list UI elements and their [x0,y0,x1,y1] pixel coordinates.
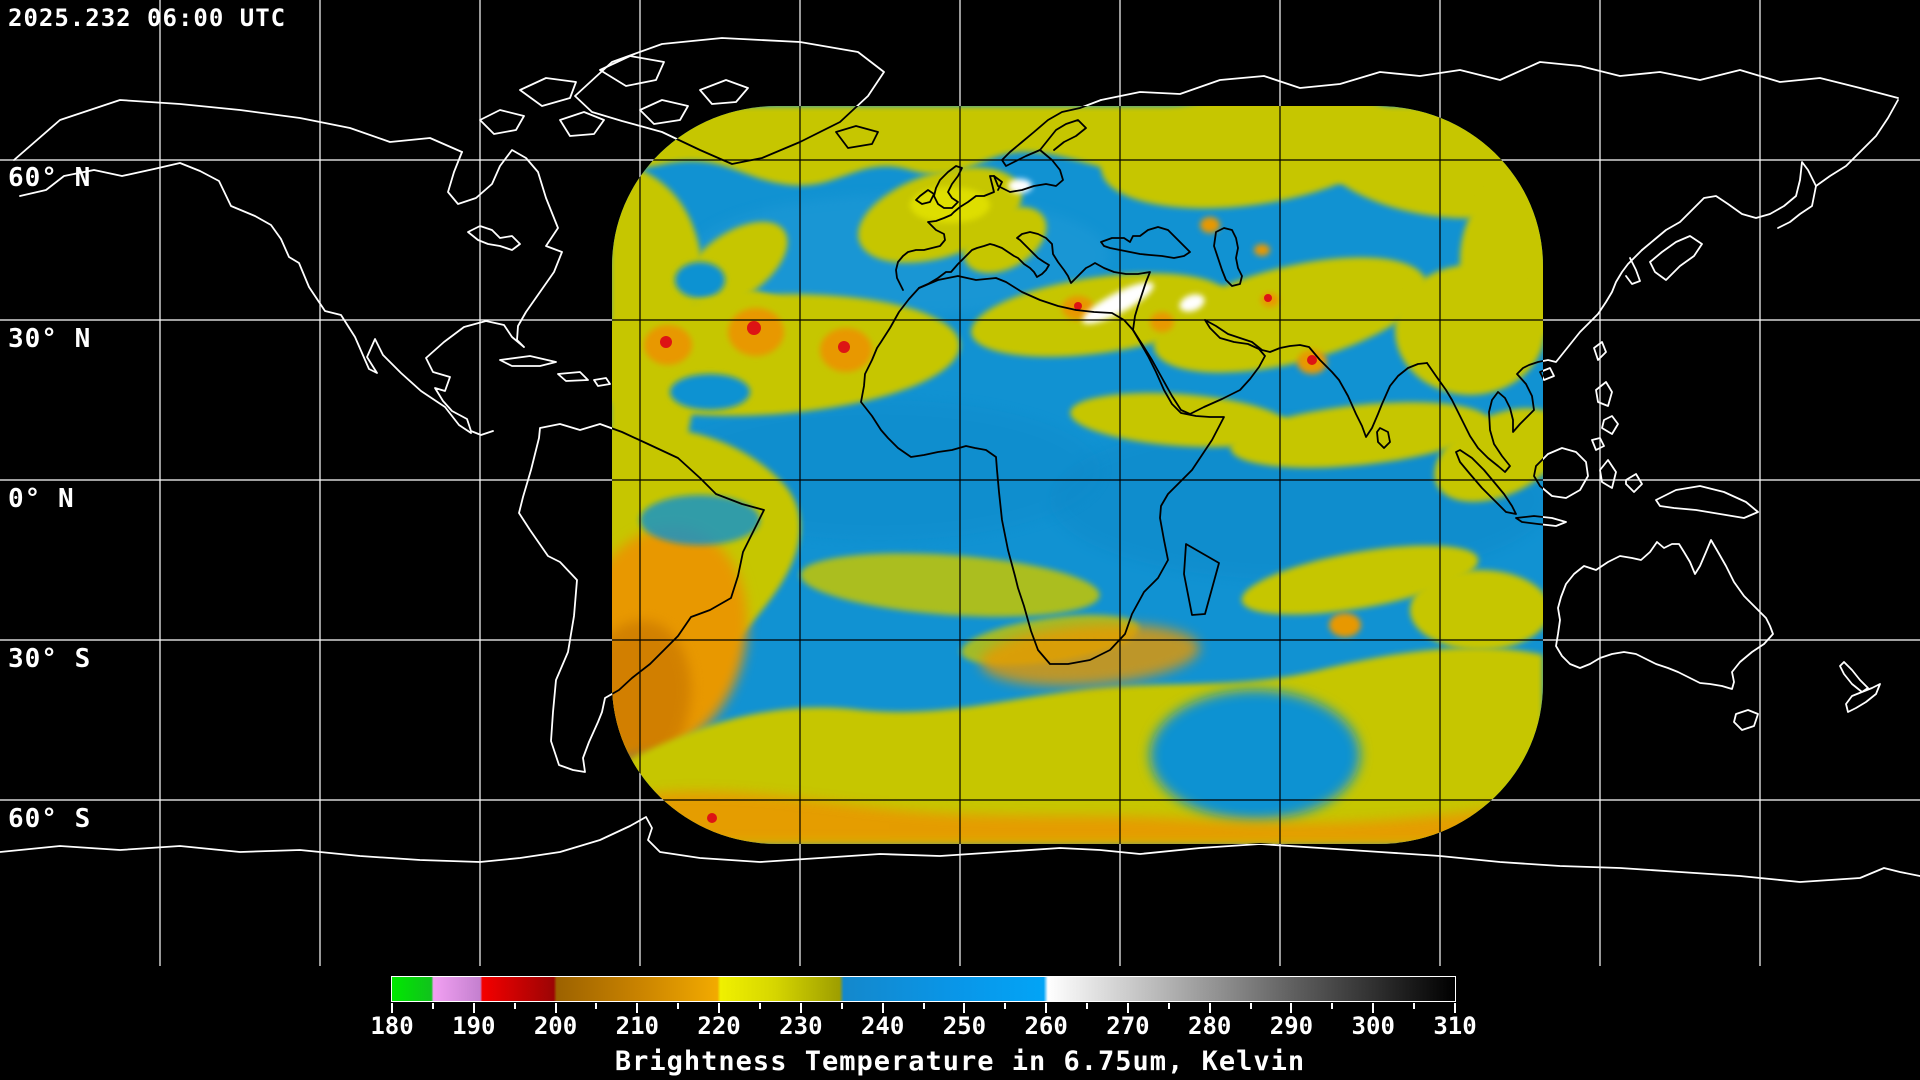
colorbar-tick-minor [1413,1003,1416,1009]
colorbar-tick-minor [758,1003,761,1009]
colorbar-tick-minor [1086,1003,1089,1009]
latitude-label: 60° S [8,804,92,834]
colorbar-tick-minor [431,1003,434,1009]
latitude-label: 60° N [8,163,92,193]
colorbar-tick-label: 280 [1188,1012,1232,1040]
colorbar-tick-minor [840,1003,843,1009]
colorbar-tick-minor [1004,1003,1007,1009]
colorbar-caption: Brightness Temperature in 6.75um, Kelvin [614,1046,1306,1077]
colorbar-tick-major [799,1003,802,1013]
colorbar-tick-major [391,1003,393,1013]
colorbar-gradient [391,976,1456,1002]
colorbar-tick-major [554,1003,557,1013]
colorbar-tick-label: 220 [697,1012,741,1040]
colorbar-tick-major [881,1003,884,1013]
latitude-label: 30° S [8,644,92,674]
colorbar-tick-minor [1249,1003,1252,1009]
colorbar-tick-major [718,1003,721,1013]
colorbar-tick-major [963,1003,966,1013]
colorbar-tick-minor [1167,1003,1170,1009]
colorbar-tick-major [1208,1003,1211,1013]
colorbar-tick-major [1372,1003,1375,1013]
colorbar-tick-minor [1331,1003,1334,1009]
colorbar-tick-label: 210 [615,1012,659,1040]
colorbar-tick-label: 310 [1433,1012,1477,1040]
colorbar-tick-label: 300 [1351,1012,1395,1040]
colorbar-tick-label: 200 [533,1012,578,1040]
colorbar-tick-label: 260 [1024,1012,1068,1040]
colorbar-tick-label: 180 [370,1012,414,1040]
colorbar-tick-label: 240 [860,1012,905,1040]
colorbar-tick-major [636,1003,639,1013]
colorbar-tick-minor [922,1003,925,1009]
timestamp: 2025.232 06:00 UTC [8,4,287,32]
colorbar-tick-major [1045,1003,1048,1013]
colorbar-tick-label: 250 [942,1012,987,1040]
latitude-label: 0° N [8,484,75,514]
colorbar-tick-label: 230 [779,1012,823,1040]
colorbar-tick-minor [513,1003,516,1009]
colorbar-tick-major [1454,1003,1456,1013]
satellite-swath [612,106,1543,844]
colorbar-tick-major [1290,1003,1293,1013]
colorbar-tick-minor [595,1003,598,1009]
colorbar-tick-label: 270 [1106,1012,1150,1040]
colorbar-tick-label: 290 [1269,1012,1314,1040]
colorbar-tick-major [1126,1003,1129,1013]
colorbar-tick-minor [677,1003,680,1009]
colorbar-tick-major [472,1003,475,1013]
latitude-label: 30° N [8,324,92,354]
colorbar-tick-label: 190 [452,1012,496,1040]
